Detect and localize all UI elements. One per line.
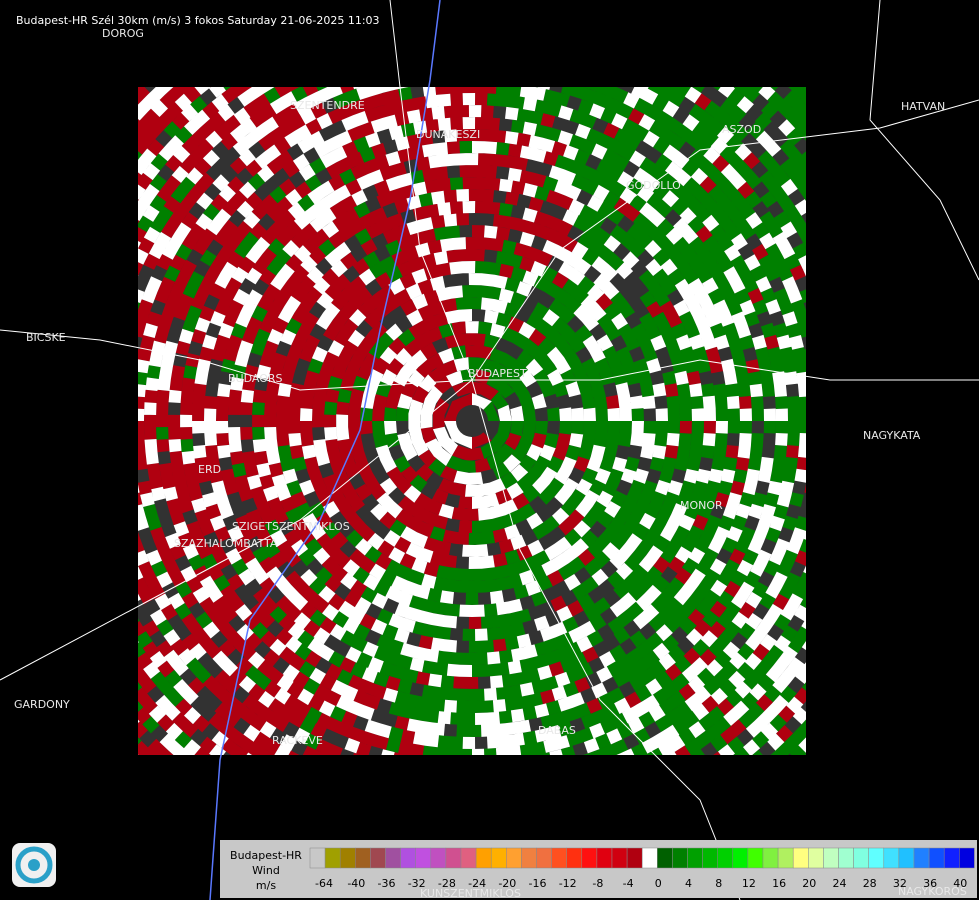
legend-tick-label: 20 bbox=[802, 877, 816, 890]
legend-tick-label: 4 bbox=[685, 877, 692, 890]
town-label: BICSKE bbox=[26, 331, 66, 344]
legend-swatch bbox=[475, 847, 492, 869]
town-label: KUNSZENTMIKLOS bbox=[420, 887, 521, 900]
radar-echo bbox=[138, 87, 806, 755]
logo bbox=[12, 843, 56, 887]
legend-swatch bbox=[430, 847, 447, 869]
legend-swatch bbox=[928, 847, 945, 869]
legend-tick-label: -32 bbox=[408, 877, 426, 890]
town-label: GARDONY bbox=[14, 698, 70, 711]
legend-swatch bbox=[777, 847, 794, 869]
town-label: SZIGETSZENTMIKLOS bbox=[232, 520, 350, 533]
legend-swatch bbox=[717, 847, 734, 869]
legend-tick-label: 8 bbox=[715, 877, 722, 890]
legend-tick-label: 32 bbox=[893, 877, 907, 890]
town-label: DABAS bbox=[538, 724, 576, 737]
echo-green bbox=[138, 87, 806, 755]
legend-tick-label: -28 bbox=[438, 877, 456, 890]
legend-swatch bbox=[445, 847, 462, 869]
legend-title: m/s bbox=[256, 879, 276, 892]
legend-swatch bbox=[415, 847, 432, 869]
legend-swatch bbox=[490, 847, 507, 869]
legend-swatch bbox=[400, 847, 416, 869]
radar-center bbox=[456, 405, 488, 437]
legend-swatch bbox=[611, 847, 628, 869]
legend-swatch bbox=[339, 847, 356, 869]
legend-swatch bbox=[385, 847, 401, 869]
town-label: NAGYKATA bbox=[863, 429, 921, 442]
town-label: ERD bbox=[198, 463, 221, 476]
legend-swatch bbox=[460, 847, 477, 869]
legend-swatch bbox=[747, 847, 764, 869]
town-label: DOROG bbox=[102, 27, 144, 40]
legend-swatch bbox=[536, 847, 552, 869]
legend-title: Wind bbox=[252, 864, 280, 877]
legend-swatch bbox=[792, 847, 809, 869]
town-label: HATVAN bbox=[901, 100, 945, 113]
town-label: BUDAPEST bbox=[468, 367, 527, 380]
legend-tick-label: -12 bbox=[559, 877, 577, 890]
legend-tick-label: 24 bbox=[833, 877, 847, 890]
legend-swatch bbox=[506, 847, 522, 869]
legend-tick-label: 12 bbox=[742, 877, 756, 890]
legend-swatch bbox=[355, 847, 371, 869]
legend-swatch bbox=[898, 847, 915, 869]
legend-swatch bbox=[309, 847, 326, 869]
legend-swatch bbox=[626, 847, 643, 869]
legend-swatch bbox=[959, 847, 975, 869]
legend-tick-label: 0 bbox=[655, 877, 662, 890]
legend-swatch bbox=[596, 847, 613, 869]
legend-swatch bbox=[762, 847, 779, 869]
town-label: RACKEVE bbox=[272, 734, 323, 747]
legend-swatch bbox=[672, 847, 688, 869]
legend-swatch bbox=[687, 847, 703, 869]
map-title: Budapest-HR Szél 30km (m/s) 3 fokos Satu… bbox=[16, 14, 380, 27]
town-label: DUNAKESZI bbox=[416, 128, 480, 141]
legend-swatch bbox=[566, 847, 583, 869]
legend-swatch bbox=[883, 847, 900, 869]
legend-tick-label: 40 bbox=[953, 877, 967, 890]
legend-tick-label: 16 bbox=[772, 877, 786, 890]
legend-tick-label: -16 bbox=[529, 877, 547, 890]
legend-tick-label: 28 bbox=[863, 877, 877, 890]
legend-tick-label: -4 bbox=[623, 877, 634, 890]
legend-title: Budapest-HR bbox=[230, 849, 302, 862]
legend-swatch bbox=[868, 847, 885, 869]
legend-swatch bbox=[702, 847, 718, 869]
legend-swatch bbox=[551, 847, 567, 869]
legend-tick-label: 36 bbox=[923, 877, 937, 890]
legend-swatch bbox=[657, 847, 673, 869]
legend-tick-label: -40 bbox=[347, 877, 365, 890]
legend-swatch bbox=[853, 847, 869, 869]
legend-swatch bbox=[913, 847, 930, 869]
town-label: ASZOD bbox=[722, 123, 761, 136]
town-label: SZENTENDRE bbox=[290, 99, 365, 112]
town-label: BUDAORS bbox=[228, 372, 283, 385]
legend-swatch bbox=[641, 847, 658, 869]
legend-swatch bbox=[581, 847, 598, 869]
town-label: MONOR bbox=[680, 499, 723, 512]
legend-swatch bbox=[521, 847, 537, 869]
legend-swatch bbox=[370, 847, 386, 869]
town-label: NAGYKOROS bbox=[898, 885, 967, 898]
legend-swatch bbox=[943, 847, 960, 869]
danube bbox=[209, 0, 441, 900]
legend-tick-label: -20 bbox=[498, 877, 516, 890]
legend-swatch bbox=[324, 847, 341, 869]
legend-tick-label: -64 bbox=[315, 877, 333, 890]
legend-tick-label: -8 bbox=[592, 877, 603, 890]
legend-swatch bbox=[808, 847, 824, 869]
town-label: GODOLLO bbox=[626, 179, 681, 192]
legend-tick-label: -24 bbox=[468, 877, 486, 890]
echo-red bbox=[138, 87, 806, 755]
legend-swatch bbox=[732, 847, 749, 869]
legend-swatch bbox=[838, 847, 854, 869]
town-label: SZAZHALOMBATTA bbox=[174, 537, 278, 550]
echo-white bbox=[138, 87, 806, 755]
legend-swatch bbox=[823, 847, 839, 869]
legend-tick-label: -36 bbox=[378, 877, 396, 890]
